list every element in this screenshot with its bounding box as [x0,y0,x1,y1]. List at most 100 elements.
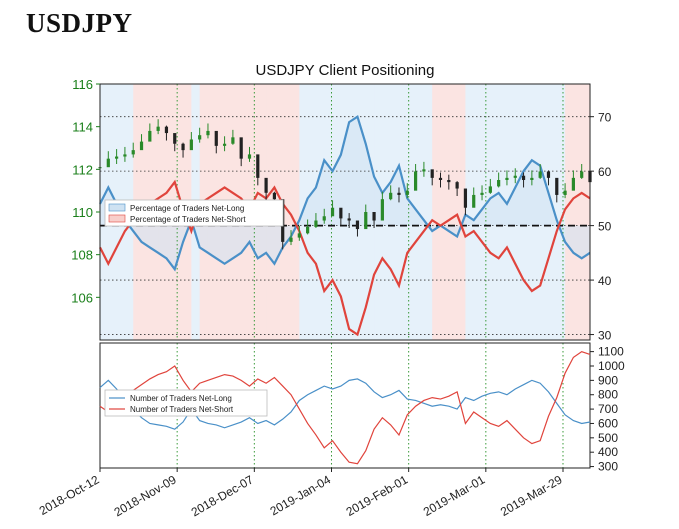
price-tick-label: 116 [72,77,93,92]
x-axis: 2018-Oct-12 2018-Nov-09 2018-Dec-07 2019-Ja… [37,468,565,519]
price-candle [314,220,318,227]
bg-segment [473,84,483,340]
count-tick-label: 500 [598,431,618,445]
price-candle [339,207,343,219]
price-tick-label: 114 [72,120,93,135]
x-tick-label: 2019-Feb-01 [344,472,411,519]
price-candle [389,192,393,200]
count-tick-label: 700 [598,402,618,416]
price-candle [497,180,501,187]
bg-segment [440,84,450,340]
bg-segment [556,84,566,340]
price-candle [106,158,110,168]
count-tick-label: 1100 [598,345,624,359]
page-heading: USDJPY [26,8,133,38]
price-candle [164,126,169,134]
x-tick-label: 2019-Jan-04 [268,472,334,518]
legend-label: Percentage of Traders Net-Short [130,215,246,224]
price-candle [272,192,277,200]
legend-swatch [108,203,126,212]
price-candle [397,192,401,195]
price-candle [222,143,227,146]
bg-segment [423,84,433,340]
count-tick-label: 900 [598,373,618,387]
bg-segment [457,84,466,340]
top-panel: 106 108 110 112 114 116 30 40 50 60 70 Percentage o… [71,77,611,343]
bg-segment [448,84,458,340]
legend-label: Percentage of Traders Net-Long [130,204,244,213]
price-candle [546,171,551,178]
pct-tick-label: 70 [598,111,612,125]
price-candle [422,169,426,172]
bottom-frame [99,342,591,469]
price-candle [123,154,127,157]
pct-tick-label: 50 [598,220,612,234]
price-candle [488,186,492,193]
count-tick-label: 300 [598,460,618,474]
price-candle [330,207,335,217]
price-candle [513,175,517,178]
bg-segment [465,84,475,340]
price-candle [372,212,376,221]
bg-segment [432,84,442,340]
bottom-legend: Number of Traders Net-Long Number of Trad… [104,389,268,417]
price-candle [289,237,293,242]
legend-swatch [108,214,126,223]
x-tick-label: 2019-Mar-01 [421,472,488,519]
price-candle [380,199,384,221]
price-candle [189,139,193,151]
price-tick-label: 110 [72,205,93,220]
price-candle [538,171,542,178]
price-candle [563,190,567,195]
x-tick-label: 2019-Mar-29 [498,472,565,519]
price-candle [405,190,409,195]
price-candle [530,177,534,180]
bg-segment [415,84,425,340]
net-long-band [100,116,590,270]
price-candle [571,177,575,191]
bg-segment [581,84,591,340]
legend-box [104,389,268,417]
pct-tick-label: 60 [598,165,612,179]
price-candle [131,150,135,155]
net-long-pct-line [99,114,591,272]
price-candle [472,194,476,208]
chart-title: USDJPY Client Positioning [255,62,435,79]
price-candle [181,143,185,151]
price-candle [115,156,119,159]
price-candle [364,212,368,230]
price-tick-label: 108 [71,248,93,263]
legend-box [104,199,284,227]
count-tick-label: 800 [598,388,618,402]
price-candle [231,137,235,144]
pct-tick-label: 30 [598,329,612,343]
price-candle [297,233,301,238]
price-candle [256,154,260,178]
price-candle [247,154,252,159]
price-candle [156,126,160,131]
price-tick-label: 112 [72,162,93,177]
net-long-count-line [99,378,591,430]
price-tick-label: 106 [71,290,93,305]
price-candle [505,177,509,180]
price-candle [355,220,360,230]
price-candle [198,135,202,140]
price-candle [455,182,459,189]
legend-label: Number of Traders Net-Short [130,405,234,414]
bg-segment [565,84,574,340]
price-candle [264,177,268,193]
price-candle [480,192,484,195]
price-candle [413,171,418,191]
price-candle [580,171,584,178]
price-candle [214,130,218,146]
price-candle [347,218,351,221]
price-candle [463,188,468,208]
price-candle [447,180,451,183]
x-tick-label: 2018-Nov-09 [112,472,179,519]
bg-segment [282,84,292,340]
price-candle [430,169,434,178]
count-tick-label: 600 [598,416,618,430]
top-legend: Percentage of Traders Net-Long Percentage… [104,199,284,227]
